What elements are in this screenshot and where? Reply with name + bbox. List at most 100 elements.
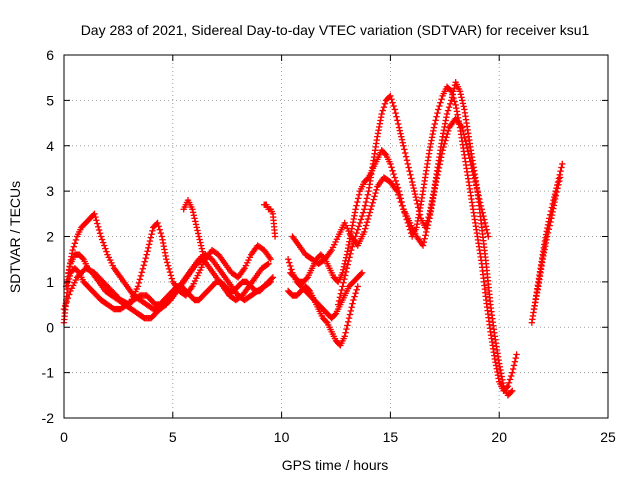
data-point xyxy=(466,155,473,162)
data-point xyxy=(196,236,203,243)
data-point xyxy=(388,96,395,103)
data-point xyxy=(506,376,514,383)
data-point xyxy=(439,147,446,154)
data-point xyxy=(202,255,209,263)
data-point xyxy=(410,184,417,192)
data-point xyxy=(351,293,358,300)
data-point xyxy=(398,133,405,140)
data-point xyxy=(461,134,468,142)
data-point xyxy=(350,296,357,304)
data-point xyxy=(341,272,349,279)
data-point xyxy=(197,239,204,246)
data-point xyxy=(460,103,467,110)
data-point xyxy=(353,229,360,237)
data-point xyxy=(394,117,401,124)
data-point xyxy=(347,250,354,257)
data-point xyxy=(459,124,466,131)
data-point xyxy=(509,365,517,373)
data-point xyxy=(95,226,103,234)
data-point xyxy=(79,254,86,262)
data-point xyxy=(442,137,449,144)
data-point xyxy=(149,227,156,235)
data-point xyxy=(363,219,371,226)
data-point xyxy=(148,231,155,238)
data-point xyxy=(481,216,488,223)
data-point xyxy=(271,233,279,240)
data-point xyxy=(344,261,351,268)
data-point xyxy=(163,255,170,263)
data-point xyxy=(338,286,345,294)
chart-title: Day 283 of 2021, Sidereal Day-to-day VTE… xyxy=(81,22,590,38)
data-point xyxy=(189,206,196,213)
data-point xyxy=(346,254,353,261)
data-point xyxy=(137,272,145,280)
data-point xyxy=(343,325,350,333)
data-point xyxy=(138,269,146,276)
data-point xyxy=(346,311,354,318)
data-point xyxy=(559,160,566,168)
data-point xyxy=(397,198,405,206)
data-point xyxy=(441,140,448,148)
data-point xyxy=(395,124,403,131)
data-point xyxy=(268,275,276,282)
data-point xyxy=(470,172,477,179)
data-point xyxy=(355,223,363,230)
data-point xyxy=(389,167,396,174)
y-tick-label: 2 xyxy=(46,229,54,245)
data-point xyxy=(348,304,355,311)
data-points xyxy=(60,79,566,399)
data-point xyxy=(364,215,372,223)
data-point xyxy=(450,88,457,95)
data-point xyxy=(460,131,468,138)
data-point xyxy=(556,174,564,181)
data-point xyxy=(264,261,271,268)
data-point xyxy=(436,161,443,168)
data-point xyxy=(369,199,376,206)
data-point xyxy=(456,88,464,95)
data-point xyxy=(97,233,105,240)
x-tick-label: 10 xyxy=(274,429,290,445)
data-point xyxy=(72,236,80,244)
data-point xyxy=(357,270,365,278)
data-point xyxy=(432,117,439,124)
data-point xyxy=(391,174,398,181)
data-point xyxy=(198,245,206,252)
data-point xyxy=(381,100,389,107)
data-point xyxy=(471,175,478,182)
data-point xyxy=(267,278,274,286)
data-point xyxy=(510,362,518,369)
data-point xyxy=(448,97,455,104)
data-point xyxy=(139,265,147,272)
data-point xyxy=(474,189,481,196)
data-point xyxy=(102,245,109,252)
data-point xyxy=(414,200,421,208)
data-point xyxy=(335,297,343,305)
x-tick-label: 0 xyxy=(60,429,68,445)
data-point xyxy=(380,103,388,111)
data-point xyxy=(409,181,417,189)
data-point xyxy=(352,290,359,297)
data-point xyxy=(544,229,552,237)
data-point xyxy=(135,279,143,287)
data-point xyxy=(434,171,441,179)
data-point xyxy=(266,279,273,286)
data-point xyxy=(423,228,430,236)
data-point xyxy=(513,351,520,358)
data-point xyxy=(136,276,144,283)
data-point xyxy=(101,242,108,249)
axis-ticks xyxy=(63,54,609,419)
data-point xyxy=(464,148,472,155)
data-point xyxy=(362,225,369,232)
data-point xyxy=(393,181,401,188)
data-point xyxy=(366,209,374,216)
data-point xyxy=(405,164,412,171)
data-point xyxy=(156,226,163,233)
data-point xyxy=(62,302,69,309)
data-point xyxy=(349,300,356,307)
data-point xyxy=(145,241,153,248)
data-point xyxy=(485,233,492,240)
data-point xyxy=(331,311,339,318)
data-point xyxy=(415,207,423,215)
data-point xyxy=(545,226,553,233)
data-point xyxy=(419,242,427,249)
